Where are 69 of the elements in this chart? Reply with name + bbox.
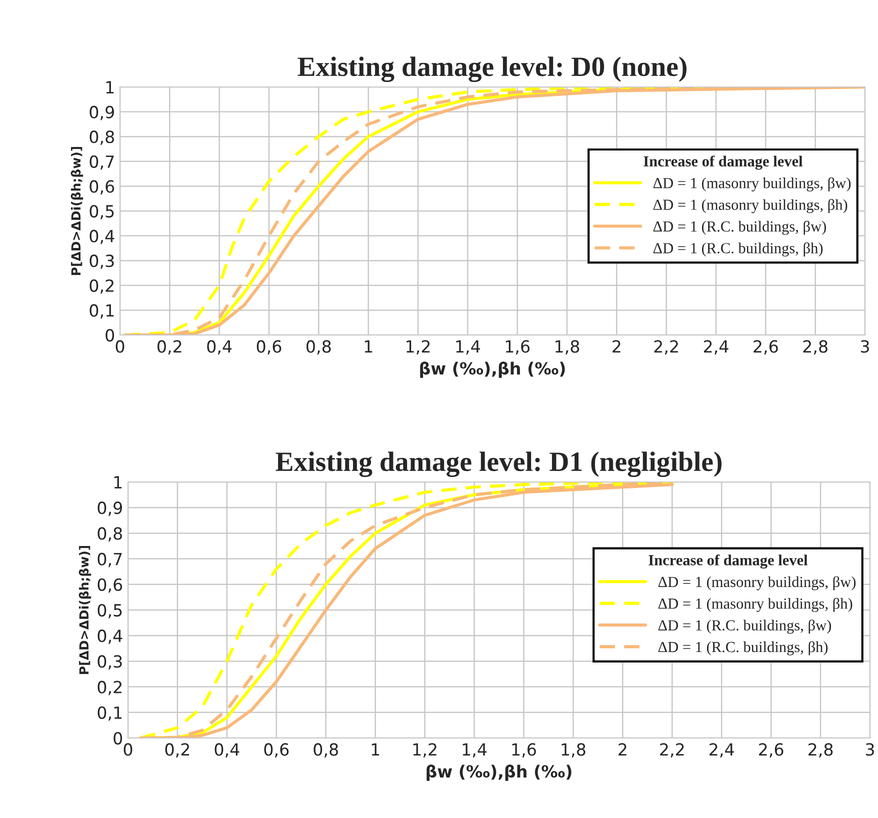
x-tick-label: 0,2 [165,743,190,758]
x-tick-label: 2,2 [660,743,684,758]
y-tick-label: 0 [114,732,122,745]
x-tick-label: 0,8 [306,340,331,354]
x-tick-label: 0,4 [214,743,240,758]
legend-label: ΔD = 1 (R.C. buildings, βh) [658,641,828,656]
y-tick-label: 0,7 [90,155,114,170]
x-tick-label: 2 [618,743,626,756]
y-axis-title: P[ΔD>ΔDi(βh;βw)] [78,546,92,674]
x-tick-label: 2,4 [704,340,728,354]
y-tick-label: 0,5 [90,204,114,220]
chart-title: Existing damage level: D0 (none) [298,56,686,82]
y-tick-label: 0,9 [98,502,122,516]
y-tick-label: 0,6 [98,578,122,593]
legend-title: Increase of damage level [644,156,803,170]
legend-label: ΔD = 1 (masonry buildings, βh) [653,199,848,214]
legend-label: ΔD = 1 (masonry buildings, βh) [658,598,852,612]
legend-title: Increase of damage level [648,554,808,569]
x-axis-title: βw (‰),βh (‰) [426,764,572,781]
y-tick-label: 0,8 [90,130,114,145]
x-tick-label: 2,6 [759,743,784,758]
x-tick-label: 3 [866,743,874,756]
x-tick-label: 3 [860,340,869,353]
x-tick-label: 0 [124,743,132,756]
x-tick-label: 1,6 [512,743,536,758]
y-tick-label: 0,3 [90,254,114,269]
legend-label: ΔD = 1 (masonry buildings, βw) [658,576,856,590]
x-tick-label: 1 [364,340,372,353]
x-tick-label: 2 [612,340,620,353]
y-tick-label: 0,3 [98,655,122,670]
x-tick-label: 0,2 [158,340,182,354]
x-tick-label: 1,2 [413,743,436,758]
x-tick-label: 1,4 [462,743,487,758]
y-tick-label: 0,8 [98,527,122,542]
y-tick-label: 0,7 [98,552,122,568]
y-tick-label: 0,9 [90,106,114,120]
x-tick-label: 2,6 [754,340,778,354]
x-tick-label: 1 [372,743,380,756]
x-tick-label: 0,4 [207,340,232,354]
x-tick-label: 1,4 [456,340,480,354]
y-tick-label: 1 [114,476,122,488]
y-tick-label: 0,1 [98,706,122,721]
x-axis-title: βw (‰),βh (‰) [420,362,565,378]
x-tick-label: 0,6 [264,743,289,758]
x-tick-label: 2,2 [654,340,678,354]
y-tick-label: 0 [106,328,114,342]
x-tick-label: 1,8 [556,340,580,354]
y-tick-label: 0,5 [98,604,122,618]
y-tick-label: 0,2 [90,279,114,294]
y-tick-label: 0,4 [90,230,114,244]
legend-label: ΔD = 1 (R.C. buildings, βw) [658,620,831,634]
x-tick-label: 2,8 [803,340,828,354]
x-tick-label: 1,2 [406,340,430,354]
chart-title: Existing damage level: D1 (negligible) [276,452,722,478]
x-tick-label: 2,4 [710,743,734,758]
legend-label: ΔD = 1 (R.C. buildings, βw) [653,220,826,235]
x-tick-label: 0,6 [256,340,282,354]
x-tick-label: 0,8 [314,743,338,758]
y-tick-label: 0,1 [90,304,114,318]
x-tick-label: 1,8 [562,743,586,758]
legend-label: ΔD = 1 (masonry buildings, βw) [653,177,851,192]
y-tick-label: 1 [106,81,114,94]
y-tick-label: 0,4 [98,630,122,644]
y-tick-label: 0,2 [98,680,122,696]
legend-label: ΔD = 1 (R.C. buildings, βh) [653,242,823,256]
y-tick-label: 0,6 [90,180,114,194]
x-tick-label: 1,6 [506,340,530,354]
x-tick-label: 2,8 [808,743,833,758]
y-axis-title: P[ΔD>ΔDi(βh;βw)] [70,146,84,275]
